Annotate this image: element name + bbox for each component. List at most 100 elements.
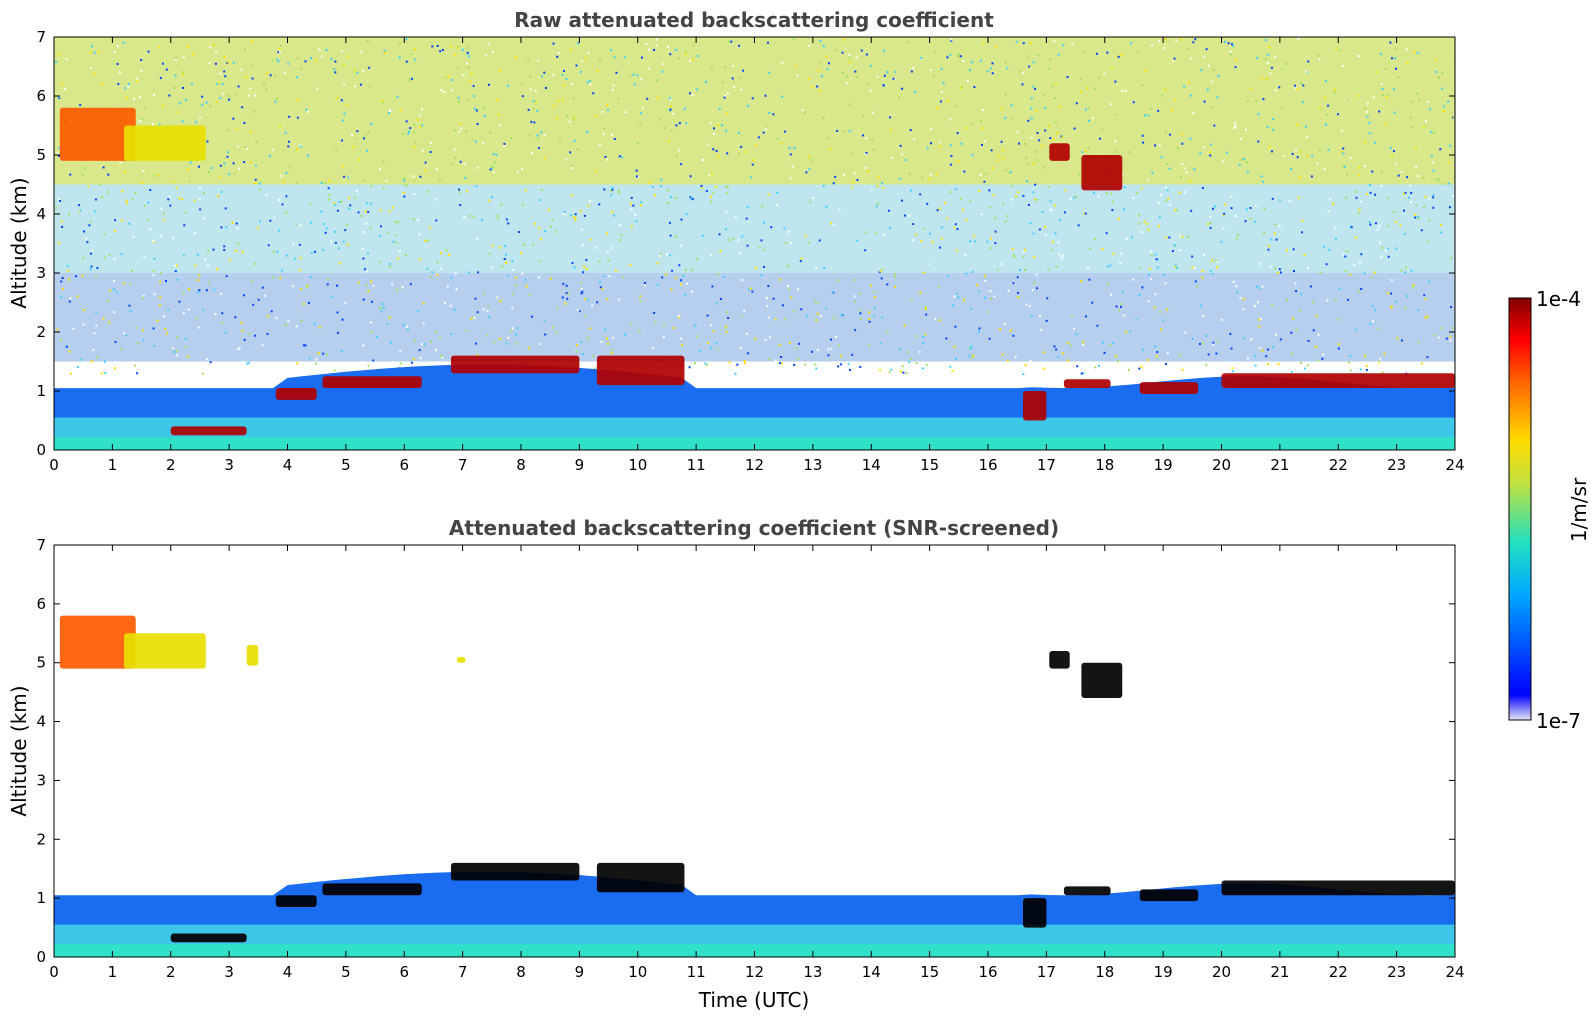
- panel-raw-feature-4: [450, 355, 580, 374]
- panel-screened-xtick-label: 16: [978, 963, 997, 981]
- panel-screened-xtick-label: 5: [341, 963, 351, 981]
- panel-raw-ytick-label: 2: [36, 323, 46, 341]
- panel-screened-feature-2: [246, 645, 259, 666]
- panel-raw-xtick-label: 16: [978, 456, 997, 474]
- panel-raw-ylabel: Altitude (km): [7, 177, 31, 308]
- panel-screened-xtick-label: 15: [920, 963, 939, 981]
- panel-screened-feature-8: [322, 883, 422, 896]
- panel-raw-ytick-label: 3: [36, 264, 46, 282]
- panel-raw-feature-1: [124, 125, 206, 161]
- panel-screened-feature-5: [1081, 662, 1123, 699]
- panel-raw-ytick-label: 4: [36, 205, 46, 223]
- panel-raw-xtick-label: 13: [803, 456, 822, 474]
- panel-raw-feature-12: [1023, 391, 1047, 421]
- panel-raw-xtick-label: 15: [920, 456, 939, 474]
- panel-screened-axes: 0 1 2 3 4 5 6 7 8 9 10 11 12 13 14 15 16 17 18 19 20 21 22 23 24…: [36, 536, 1464, 981]
- panel-screened-xtick-label: 17: [1037, 963, 1056, 981]
- colorbar-min-label: 1e-7: [1536, 709, 1581, 733]
- panel-raw-axes: 0 1 2 3 4 5 6 7 8 9 10 11 12 13 14 15 16 17 18 19 20 21 22 23 24…: [36, 28, 1464, 474]
- panel-screened-feature-11: [1139, 889, 1199, 902]
- panel-raw-feature-2: [1049, 143, 1070, 161]
- panel-screened-xtick-label: 19: [1154, 963, 1173, 981]
- panel-screened-xtick-label: 2: [166, 963, 176, 981]
- panel-screened-xtick-label: 4: [283, 963, 293, 981]
- panel-screened-feature-4: [1049, 650, 1070, 669]
- panel-raw-xtick-label: 8: [516, 456, 526, 474]
- colorbar-gradient: [1508, 297, 1532, 721]
- panel-screened-xtick-label: 22: [1329, 963, 1348, 981]
- panel-screened-ytick-label: 3: [36, 771, 46, 789]
- panel-screened-xtick-label: 24: [1445, 963, 1464, 981]
- panel-raw-xtick-label: 3: [224, 456, 234, 474]
- panel-screened-xtick-label: 7: [458, 963, 468, 981]
- panel-raw-xtick-label: 10: [628, 456, 647, 474]
- panel-screened-ytick-label: 4: [36, 713, 46, 731]
- panel-raw-xtick-label: 14: [862, 456, 881, 474]
- panel-screened-feature-3: [456, 656, 466, 663]
- panel-screened-xtick-label: 18: [1095, 963, 1114, 981]
- colorbar: 1e-4 1e-7 1/m/sr: [1508, 287, 1591, 733]
- panel-raw-xtick-label: 19: [1154, 456, 1173, 474]
- panel-screened-xlabel: Time (UTC): [698, 988, 810, 1012]
- panel-raw-xtick-label: 11: [687, 456, 706, 474]
- panel-raw-xtick-label: 4: [283, 456, 293, 474]
- panel-screened-xtick-label: 8: [516, 963, 526, 981]
- panel-screened-xtick-label: 11: [687, 963, 706, 981]
- panel-screened-xtick-label: 3: [224, 963, 234, 981]
- panel-screened-ytick-label: 5: [36, 654, 46, 672]
- panel-screened-ytick-label: 7: [36, 536, 46, 554]
- panel-screened-xtick-label: 20: [1212, 963, 1231, 981]
- panel-raw-ytick-label: 0: [36, 441, 46, 459]
- panel-raw-feature-6: [322, 376, 422, 389]
- panel-raw-xtick-label: 2: [166, 456, 176, 474]
- colorbar-max-label: 1e-4: [1536, 287, 1581, 311]
- panel-raw-feature-9: [1139, 382, 1199, 394]
- panel-screened-xtick-label: 6: [399, 963, 409, 981]
- panel-screened-feature-9: [275, 895, 317, 907]
- panel-raw-lower-noise-band: [54, 273, 1455, 362]
- panel-raw-ytick-label: 6: [36, 87, 46, 105]
- panel-screened-plot-area: [54, 545, 1455, 957]
- panel-raw-xtick-label: 5: [341, 456, 351, 474]
- panel-screened-xtick-label: 23: [1387, 963, 1406, 981]
- panel-raw-feature-7: [275, 388, 317, 400]
- panel-raw-feature-11: [170, 426, 247, 436]
- panel-raw-xtick-label: 7: [458, 456, 468, 474]
- panel-screened-ytick-label: 6: [36, 595, 46, 613]
- panel-raw-plot-area: [54, 37, 1455, 450]
- panel-raw-xtick-label: 12: [745, 456, 764, 474]
- panel-screened-xtick-label: 1: [108, 963, 118, 981]
- panel-screened-feature-7: [596, 862, 685, 893]
- panel-raw-ytick-label: 1: [36, 382, 46, 400]
- panel-raw-feature-0: [59, 107, 136, 161]
- panel-raw-ytick-label: 5: [36, 146, 46, 164]
- panel-raw-feature-8: [1063, 379, 1111, 389]
- panel-screened: Attenuated backscattering coefficient (S…: [7, 516, 1465, 1012]
- panel-raw-xtick-label: 24: [1445, 456, 1464, 474]
- panel-raw-xtick-label: 20: [1212, 456, 1231, 474]
- panel-screened-xtick-label: 0: [49, 963, 59, 981]
- panel-raw-title: Raw attenuated backscattering coefficien…: [514, 8, 994, 32]
- panel-raw-xtick-label: 1: [108, 456, 118, 474]
- panel-raw-mid-noise-band: [54, 184, 1455, 273]
- panel-screened-xtick-label: 9: [575, 963, 585, 981]
- panel-screened-title: Attenuated backscattering coefficient (S…: [449, 516, 1059, 540]
- panel-raw-xtick-label: 6: [399, 456, 409, 474]
- panel-screened-ytick-label: 2: [36, 830, 46, 848]
- panel-screened-feature-13: [170, 933, 247, 943]
- panel-screened-ytick-label: 1: [36, 889, 46, 907]
- panel-screened-xtick-label: 14: [862, 963, 881, 981]
- panel-raw-xtick-label: 17: [1037, 456, 1056, 474]
- panel-screened-xtick-label: 21: [1270, 963, 1289, 981]
- panel-raw-xtick-label: 23: [1387, 456, 1406, 474]
- panel-raw-xtick-label: 22: [1329, 456, 1348, 474]
- panel-raw-feature-3: [1081, 155, 1123, 191]
- panel-raw-feature-5: [596, 355, 685, 386]
- panel-screened-ylabel: Altitude (km): [7, 685, 31, 816]
- panel-screened-feature-1: [124, 633, 206, 669]
- panel-raw-feature-10: [1221, 373, 1455, 389]
- panel-screened-feature-12: [1221, 880, 1455, 896]
- panel-raw-ytick-label: 7: [36, 28, 46, 46]
- panel-raw: Raw attenuated backscattering coefficien…: [7, 8, 1465, 474]
